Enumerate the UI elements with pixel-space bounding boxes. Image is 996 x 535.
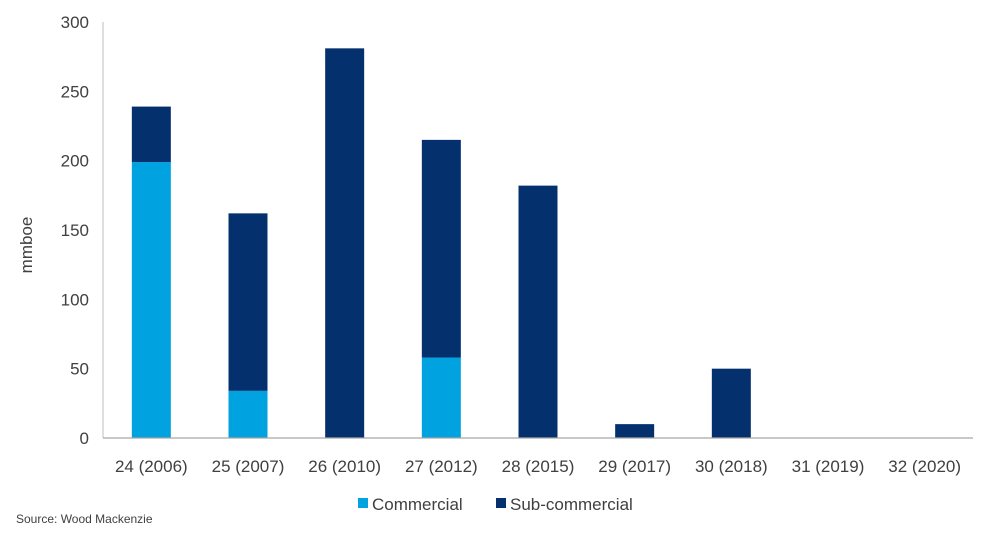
bar-commercial bbox=[131, 162, 171, 438]
bar-sub-commercial bbox=[131, 106, 171, 163]
x-tick-label: 30 (2018) bbox=[695, 457, 768, 476]
bar-sub-commercial bbox=[325, 48, 365, 438]
legend-swatch bbox=[358, 498, 368, 508]
bar-sub-commercial bbox=[228, 213, 268, 391]
bar-commercial bbox=[421, 357, 461, 438]
bar-sub-commercial bbox=[711, 368, 751, 438]
x-tick-label: 26 (2010) bbox=[308, 457, 381, 476]
y-tick-label: 150 bbox=[61, 221, 89, 240]
y-tick-label: 100 bbox=[61, 290, 89, 309]
bar-sub-commercial bbox=[518, 185, 558, 438]
y-tick-label: 50 bbox=[70, 360, 89, 379]
x-tick-label: 27 (2012) bbox=[405, 457, 478, 476]
bars bbox=[131, 48, 751, 438]
bar-sub-commercial bbox=[615, 424, 655, 438]
bar-commercial bbox=[228, 390, 268, 438]
y-axis-ticks: 0 50 100 150 200 250 300 bbox=[61, 13, 89, 448]
legend-swatch bbox=[496, 498, 506, 508]
x-axis-ticks: 24 (2006) 25 (2007) 26 (2010) 27 (2012) 28 (… bbox=[115, 457, 961, 476]
y-tick-label: 300 bbox=[61, 13, 89, 32]
x-tick-label: 25 (2007) bbox=[212, 457, 285, 476]
legend-label: Commercial bbox=[372, 495, 463, 514]
y-tick-label: 250 bbox=[61, 82, 89, 101]
legend: Commercial Sub-commercial bbox=[358, 495, 633, 514]
y-axis-label: mmboe bbox=[17, 217, 36, 274]
legend-label: Sub-commercial bbox=[510, 495, 633, 514]
x-tick-label: 28 (2015) bbox=[502, 457, 575, 476]
x-tick-label: 29 (2017) bbox=[598, 457, 671, 476]
x-tick-label: 31 (2019) bbox=[792, 457, 865, 476]
bar-sub-commercial bbox=[421, 139, 461, 358]
source-note: Source: Wood Mackenzie bbox=[16, 512, 153, 526]
y-tick-label: 200 bbox=[61, 152, 89, 171]
x-tick-label: 32 (2020) bbox=[888, 457, 961, 476]
x-tick-label: 24 (2006) bbox=[115, 457, 188, 476]
y-tick-label: 0 bbox=[80, 429, 89, 448]
